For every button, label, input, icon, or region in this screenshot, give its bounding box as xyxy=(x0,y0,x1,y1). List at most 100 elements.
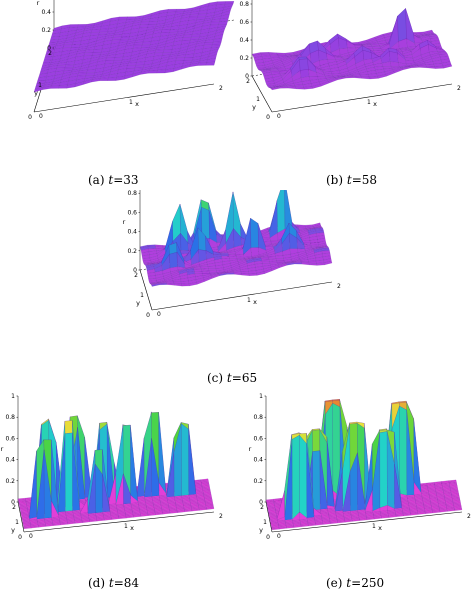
z-tick-label: 0.2 xyxy=(5,478,15,485)
y-tick-label: 1 xyxy=(38,82,42,89)
z-tick-label: 0.2 xyxy=(41,27,51,34)
y-tick-label: 2 xyxy=(260,504,264,511)
axes-frame xyxy=(265,396,463,533)
caption-b-eq: = xyxy=(351,173,362,187)
z-tick-label: 0.2 xyxy=(239,55,249,62)
z-tick-label: 0.2 xyxy=(127,248,137,255)
caption-b-label: (b) xyxy=(326,173,344,187)
caption-a-var: t xyxy=(108,173,114,187)
z-tick-label: 1 xyxy=(11,393,15,400)
caption-e: (e) t=250 xyxy=(326,576,384,590)
caption-a-eq: = xyxy=(113,173,124,187)
x-tick-label: 2 xyxy=(219,85,223,92)
y-axis-label: y xyxy=(34,89,38,97)
z-tick-label: 0.4 xyxy=(239,37,249,44)
y-tick-label: 0 xyxy=(28,114,32,121)
z-tick-label: 0.8 xyxy=(253,414,263,421)
x-tick-label: 1 xyxy=(367,99,371,106)
x-tick-label: 0 xyxy=(39,113,43,120)
caption-d-eq: = xyxy=(113,576,124,590)
z-tick-label: 0.8 xyxy=(239,1,249,8)
z-tick-label: 0.4 xyxy=(41,9,51,16)
z-axis-label: r xyxy=(249,445,252,453)
z-tick-label: 0 xyxy=(245,73,249,80)
caption-c-eq: = xyxy=(231,371,242,385)
y-tick-label: 1 xyxy=(263,519,267,526)
x-tick-label: 2 xyxy=(457,85,461,92)
z-tick-label: 0.6 xyxy=(253,435,263,442)
y-tick-label: 0 xyxy=(18,534,22,541)
x-axis-label: x xyxy=(135,100,139,108)
caption-a-value: 33 xyxy=(123,173,139,187)
y-axis-label: y xyxy=(252,103,256,111)
x-tick-label: 1 xyxy=(124,523,128,530)
caption-d: (d) t=84 xyxy=(88,576,139,590)
z-tick-label: 0.4 xyxy=(253,457,263,464)
caption-c-value: 65 xyxy=(241,371,258,385)
caption-e-var: t xyxy=(346,576,352,590)
x-tick-label: 0 xyxy=(277,533,281,540)
panel-d: 0 0.2 0.4 0.6 0.8 1 r 2 1 0 y 0 1 2 x xyxy=(0,392,236,570)
x-axis-line xyxy=(271,511,463,533)
x-axis-line xyxy=(271,83,453,113)
y-tick-label: 2 xyxy=(48,50,52,57)
z-axis-label: r xyxy=(37,0,40,7)
caption-d-var: t xyxy=(108,576,114,590)
axes-frame xyxy=(17,396,215,533)
z-tick-label: 0.6 xyxy=(239,19,249,26)
caption-b-value: 58 xyxy=(361,173,378,187)
caption-c: (c) t=65 xyxy=(207,371,257,385)
z-tick-label: 0 xyxy=(259,499,263,506)
x-tick-label: 0 xyxy=(157,311,161,318)
caption-d-value: 84 xyxy=(123,576,140,590)
y-axis-label: y xyxy=(259,526,263,534)
caption-a: (a) t=33 xyxy=(88,173,139,187)
y-tick-label: 1 xyxy=(15,519,19,526)
caption-d-label: (d) xyxy=(88,576,106,590)
x-tick-label: 1 xyxy=(372,523,376,530)
y-tick-label: 2 xyxy=(134,272,138,279)
z-axis-label: r xyxy=(1,445,4,453)
z-tick-label: 1 xyxy=(259,393,263,400)
x-axis-label: x xyxy=(253,298,257,306)
y-tick-label: 2 xyxy=(12,504,16,511)
x-tick-label: 1 xyxy=(247,297,251,304)
x-tick-label: 2 xyxy=(219,513,223,520)
z-tick-label: 0.2 xyxy=(253,478,263,485)
caption-b-var: t xyxy=(346,173,352,187)
surface-mesh xyxy=(17,411,215,529)
z-axis-label: r xyxy=(123,218,126,226)
y-axis-line xyxy=(17,501,25,533)
surface-mesh xyxy=(251,8,453,91)
y-axis-label: y xyxy=(136,299,140,307)
z-tick-label: 0.8 xyxy=(127,190,137,197)
y-axis-line xyxy=(265,501,273,533)
x-tick-label: 2 xyxy=(467,513,471,520)
x-tick-label: 1 xyxy=(129,99,133,106)
x-tick-label: 2 xyxy=(337,283,341,290)
panel-e: 0 0.2 0.4 0.6 0.8 1 r 2 1 0 y 0 1 2 x xyxy=(238,392,474,570)
y-tick-label: 2 xyxy=(246,78,250,85)
axes-frame xyxy=(251,0,453,113)
y-axis-line xyxy=(251,75,273,113)
x-tick-label: 0 xyxy=(277,113,281,120)
caption-b: (b) t=58 xyxy=(326,173,377,187)
z-tick-label: 0.4 xyxy=(5,457,15,464)
x-axis-line xyxy=(23,511,215,533)
x-tick-label: 0 xyxy=(29,533,33,540)
caption-e-label: (e) xyxy=(326,576,343,590)
y-tick-label: 1 xyxy=(256,96,260,103)
z-tick-label: 0.6 xyxy=(5,435,15,442)
z-tick-label: 0 xyxy=(11,499,15,506)
x-axis-label: x xyxy=(378,524,382,532)
x-axis-line xyxy=(151,281,333,311)
x-axis-label: x xyxy=(130,524,134,532)
